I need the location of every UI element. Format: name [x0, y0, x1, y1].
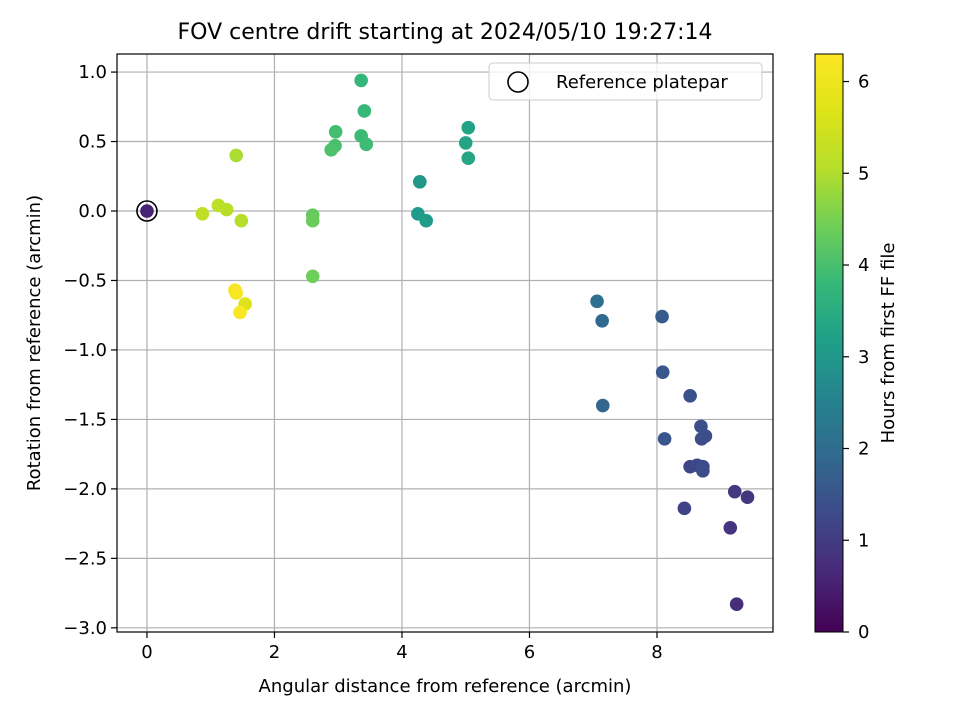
legend-marker: [507, 71, 529, 93]
data-point: [655, 365, 670, 379]
data-point: [354, 73, 368, 88]
legend-label: Reference platepar: [556, 72, 728, 93]
data-point: [305, 213, 320, 228]
colorbar-tick-label: 3: [858, 347, 869, 368]
data-point: [140, 204, 154, 218]
y-tick-label: −0.5: [63, 270, 107, 291]
colorbar-tick-label: 5: [858, 163, 869, 184]
x-tick-label: 8: [651, 642, 662, 663]
x-axis-ticks: 0 2 4 6 8: [141, 632, 663, 663]
data-point: [590, 294, 604, 309]
data-point: [696, 464, 710, 478]
y-tick-label: −2.0: [63, 479, 107, 500]
colorbar-tick-label: 1: [858, 530, 869, 551]
data-point: [740, 490, 755, 505]
data-point: [461, 120, 476, 135]
y-tick-label: −1.5: [63, 409, 107, 430]
y-axis-ticks: 1.0 0.5 0.0 −0.5 −1.0 −1.5 −2.0 −2.5 −3.0: [63, 62, 117, 639]
colorbar-label: Hours from first FF file: [878, 243, 899, 444]
data-point: [458, 136, 473, 150]
y-tick-label: 0.5: [78, 132, 107, 153]
data-point: [328, 125, 343, 139]
data-point: [229, 286, 244, 300]
data-point: [419, 213, 433, 228]
data-point: [655, 309, 669, 324]
data-point: [727, 484, 742, 499]
y-tick-label: −1.0: [63, 340, 107, 361]
data-point: [359, 137, 374, 152]
data-point: [595, 398, 610, 413]
x-tick-label: 0: [141, 642, 152, 663]
data-point: [305, 269, 320, 284]
y-tick-label: −2.5: [63, 548, 107, 569]
data-point: [357, 104, 372, 118]
x-axis-label: Angular distance from reference (arcmin): [259, 676, 632, 697]
data-point: [694, 419, 708, 434]
colorbar-tick-label: 0: [858, 622, 869, 643]
data-point: [461, 151, 476, 166]
data-point: [677, 501, 692, 516]
y-axis-label: Rotation from reference (arcmin): [24, 195, 45, 491]
data-point: [195, 206, 210, 221]
data-point: [211, 198, 226, 213]
reference-marker: [136, 200, 158, 222]
legend: Reference platepar: [488, 62, 763, 101]
legend-box: [488, 62, 763, 101]
plot-frame: [116, 53, 774, 633]
data-point: [595, 313, 609, 328]
colorbar-tick-label: 6: [858, 72, 869, 93]
x-tick-label: 2: [269, 642, 280, 663]
data-point: [729, 597, 744, 612]
data-points: [140, 73, 755, 612]
y-tick-label: −3.0: [63, 618, 107, 639]
data-point: [683, 388, 697, 403]
chart-title: FOV centre drift starting at 2024/05/10 …: [178, 20, 713, 45]
data-point: [229, 148, 244, 163]
data-point: [657, 432, 672, 446]
colorbar-tick-label: 4: [858, 255, 869, 276]
x-tick-label: 4: [396, 642, 407, 663]
y-tick-label: 1.0: [78, 62, 107, 83]
data-point: [233, 305, 247, 320]
data-point: [723, 520, 738, 535]
data-point: [324, 143, 339, 157]
y-tick-label: 0.0: [78, 201, 107, 222]
colorbar-ticks: 0 1 2 3 4 5 6: [843, 72, 869, 643]
data-point: [234, 213, 249, 228]
data-point: [413, 175, 427, 189]
colorbar: [814, 53, 844, 633]
colorbar-tick-label: 2: [858, 439, 869, 460]
x-tick-label: 6: [524, 642, 535, 663]
